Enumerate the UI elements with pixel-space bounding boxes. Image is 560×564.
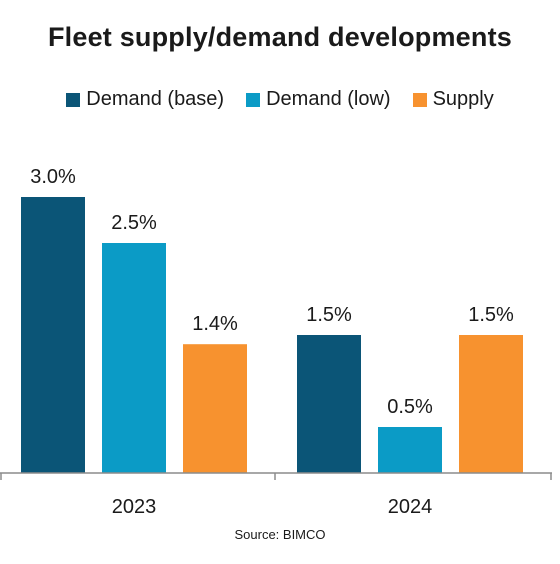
x-tick-label-2024: 2024 bbox=[388, 496, 433, 518]
legend-label-supply: Supply bbox=[432, 88, 494, 110]
bar-2023-demand-base bbox=[21, 197, 85, 473]
data-label-2023-demand-low: 2.5% bbox=[111, 212, 157, 234]
legend-label-demand-low: Demand (low) bbox=[266, 88, 391, 110]
legend-item-demand-low: Demand (low) bbox=[246, 88, 391, 111]
x-tick-label-2023: 2023 bbox=[112, 496, 157, 518]
bar-2023-supply bbox=[183, 344, 247, 473]
source-note: Source: BIMCO bbox=[234, 527, 326, 542]
data-label-2023-demand-base: 3.0% bbox=[30, 166, 76, 188]
legend-swatch-demand-low bbox=[246, 92, 261, 107]
bar-2024-demand-low bbox=[378, 427, 442, 473]
bar-chart-plot: 3.0% 2.5% 1.4% 2023 1.5% 0.5% 1.5% 2024 bbox=[0, 166, 552, 518]
data-label-2023-supply: 1.4% bbox=[192, 313, 238, 335]
legend-item-demand-base: Demand (base) bbox=[66, 88, 224, 111]
bar-2024-supply bbox=[459, 335, 523, 473]
data-label-2024-demand-low: 0.5% bbox=[387, 396, 433, 418]
bar-2024-demand-base bbox=[297, 335, 361, 473]
data-label-2024-supply: 1.5% bbox=[468, 304, 514, 326]
legend-label-demand-base: Demand (base) bbox=[86, 88, 225, 110]
legend: Demand (base) Demand (low) Supply bbox=[0, 88, 560, 111]
legend-swatch-supply bbox=[412, 92, 427, 107]
data-label-2024-demand-base: 1.5% bbox=[306, 304, 352, 326]
chart-title: Fleet supply/demand developments bbox=[47, 22, 512, 52]
legend-swatch-demand-base bbox=[66, 92, 81, 107]
bar-2023-demand-low bbox=[102, 243, 166, 473]
legend-item-supply: Supply bbox=[412, 88, 494, 111]
